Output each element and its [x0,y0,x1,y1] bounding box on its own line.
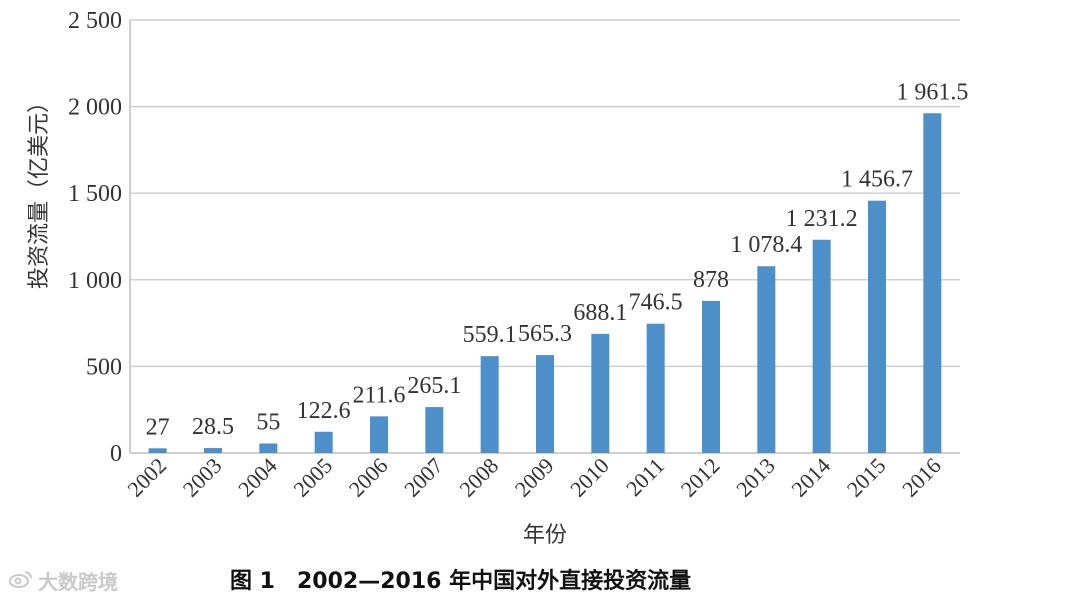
x-axis-ticks: 2002 2003 2004 2005 2006 2007 2008 2009 2010 2011… [122,453,945,502]
y-tick-label: 2 000 [68,95,122,121]
x-tick-label: 2012 [676,453,725,502]
bar-2016 [923,113,942,454]
data-label: 27 [146,414,170,440]
y-tick-label: 0 [110,441,122,467]
data-label: 559.1 [463,322,517,348]
x-tick-label: 2014 [786,453,835,502]
weibo-logo-icon [8,569,34,594]
bars [148,113,942,454]
bar-2007 [425,407,444,453]
x-tick-label: 2004 [233,453,282,502]
data-label: 878 [693,267,729,293]
bar-2012 [702,300,720,453]
bar-2006 [370,416,388,453]
data-label: 688.1 [573,300,627,326]
data-label: 1 961.5 [896,79,968,105]
x-tick-label: 2010 [565,453,614,502]
x-tick-label: 2016 [897,453,946,502]
data-label: 28.5 [192,414,234,440]
bar-2009 [536,355,554,453]
bar-2014 [812,239,831,453]
x-tick-label: 2013 [731,453,780,502]
x-tick-label: 2006 [344,453,393,502]
data-label: 55 [256,409,280,435]
data-label: 211.6 [352,382,405,408]
data-label: 1 231.2 [786,206,858,232]
x-tick-label: 2009 [510,453,559,502]
data-label: 565.3 [518,321,572,347]
bar-2013 [757,266,776,453]
data-label: 265.1 [407,373,461,399]
bar-2003 [204,448,222,453]
x-tick-label: 2003 [178,453,227,502]
y-axis-title: 投资流量（亿美元） [27,91,52,289]
bar-2011 [646,323,665,453]
y-tick-label: 1 500 [68,181,122,207]
data-label: 1 078.4 [730,232,802,258]
y-tick-label: 500 [86,354,122,380]
y-axis-ticks: 0 500 1 000 1 500 2 000 2 500 [68,8,122,467]
y-tick-label: 1 000 [68,268,122,294]
data-label: 746.5 [629,290,683,316]
bar-2015 [868,200,886,453]
data-label: 1 456.7 [841,167,913,193]
x-tick-label: 2007 [399,453,448,502]
x-tick-label: 2015 [842,453,891,502]
x-tick-label: 2002 [122,453,171,502]
bar-2004 [259,443,278,453]
watermark: 大数跨境 [8,566,118,595]
bar-2010 [591,333,610,453]
x-tick-label: 2005 [288,453,337,502]
x-tick-label: 2011 [621,453,669,501]
bar-2005 [314,431,333,453]
y-tick-label: 2 500 [68,8,122,34]
data-label: 122.6 [297,398,351,424]
figure-caption: 图 1 2002—2016 年中国对外直接投资流量 [230,569,692,594]
x-tick-label: 2008 [454,453,503,502]
x-axis-title: 年份 [523,523,567,548]
watermark-text: 大数跨境 [38,570,118,594]
bar-2002 [148,448,167,453]
bar-2008 [480,356,499,453]
